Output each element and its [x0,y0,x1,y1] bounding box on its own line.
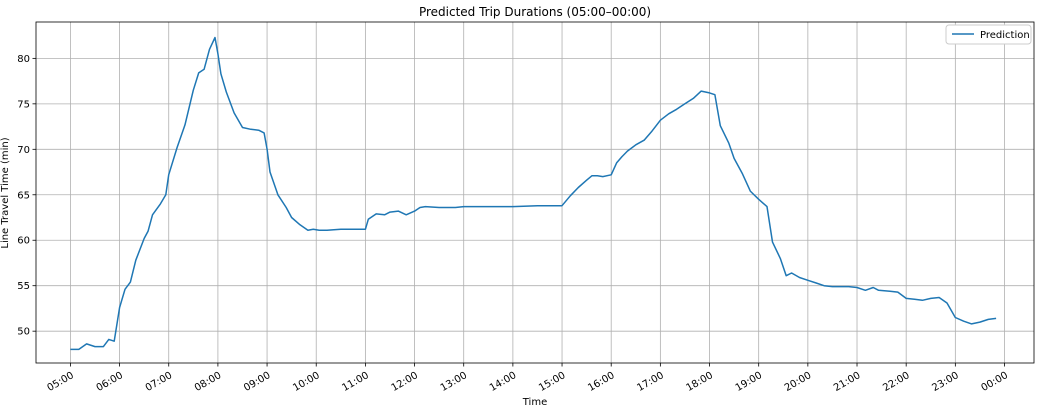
legend-label-prediction: Prediction [980,30,1030,41]
series-layer [70,36,997,351]
plot-frame [35,21,1035,364]
y-tick-label: 80 [17,54,30,65]
grid [36,22,1034,363]
chart-title: Predicted Trip Durations (05:00–00:00) [419,5,651,19]
legend-box [945,24,1032,45]
legend: Prediction [945,24,1032,45]
y-axis-label: Line Travel Time (min) [0,137,11,248]
y-tick-label: 60 [17,236,30,247]
y-tick-label: 75 [17,99,30,110]
y-tick-label: 50 [17,327,30,338]
series-line-prediction [70,36,997,351]
y-tick-label: 70 [17,145,30,156]
y-tick-label: 55 [17,281,30,292]
y-tick-label: 65 [17,190,30,201]
x-axis-label: Time [522,397,547,407]
y-axis: 50 55 60 65 70 75 80 [17,54,36,338]
